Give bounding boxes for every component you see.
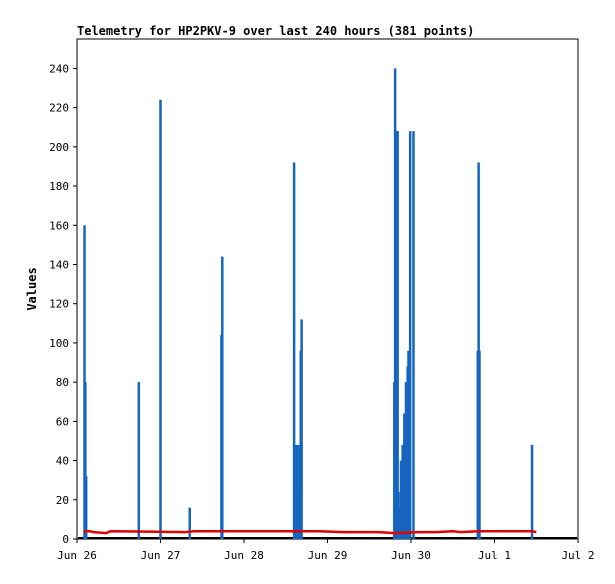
- y-tick-label: 220: [49, 102, 69, 115]
- y-tick-label: 160: [49, 219, 69, 232]
- x-tick-label: Jun 28: [224, 549, 264, 562]
- y-tick-label: 80: [56, 376, 69, 389]
- y-tick-label: 0: [62, 533, 69, 546]
- y-tick-label: 200: [49, 141, 69, 154]
- y-tick-label: 100: [49, 337, 69, 350]
- x-tick-label: Jul 2: [561, 549, 594, 562]
- y-tick-label: 240: [49, 62, 69, 75]
- x-tick-label: Jun 27: [141, 549, 181, 562]
- y-tick-label: 20: [56, 494, 69, 507]
- level-series-line: [83, 529, 537, 535]
- series-layer: [78, 68, 577, 539]
- y-tick-label: 180: [49, 180, 69, 193]
- x-axis-ticks: Jun 26 Jun 27 Jun 28 Jun 29 Jun 30 Jul 1 Jul 2: [57, 539, 595, 562]
- y-axis-label: Values: [25, 267, 39, 310]
- x-tick-label: Jun 29: [308, 549, 348, 562]
- y-tick-label: 60: [56, 415, 69, 428]
- y-tick-label: 40: [56, 455, 69, 468]
- y-axis-ticks: 0 20 40 60 80 100 120 140 160 180 200 220 240: [49, 62, 77, 546]
- plot-frame: [76, 38, 579, 540]
- chart-title: Telemetry for HP2PKV-9 over last 240 hou…: [77, 24, 474, 38]
- x-tick-label: Jul 1: [478, 549, 511, 562]
- x-tick-label: Jun 26: [57, 549, 97, 562]
- y-tick-label: 140: [49, 258, 69, 271]
- y-tick-label: 120: [49, 298, 69, 311]
- x-tick-label: Jun 30: [391, 549, 431, 562]
